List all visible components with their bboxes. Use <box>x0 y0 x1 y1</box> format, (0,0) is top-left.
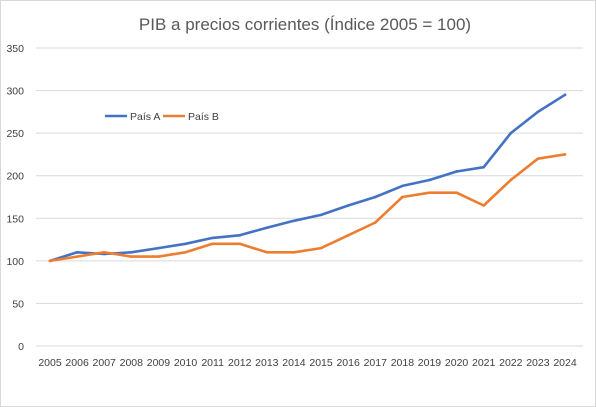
y-tick-label: 0 <box>18 341 24 353</box>
series-line-pais-b <box>48 153 567 263</box>
y-axis-tick-labels: 0 50 100 150 200 250 300 350 <box>6 43 24 353</box>
x-tick-label: 2005 <box>38 357 62 369</box>
data-point <box>373 195 377 199</box>
y-tick-label: 200 <box>6 171 24 183</box>
x-tick-label: 2020 <box>445 357 469 369</box>
data-point <box>75 255 79 258</box>
data-point <box>346 234 350 237</box>
data-point <box>373 221 377 224</box>
x-tick-label: 2015 <box>309 357 333 369</box>
data-point <box>48 259 52 263</box>
x-tick-label: 2011 <box>201 357 224 369</box>
y-tick-label: 100 <box>6 256 24 268</box>
x-tick-label: 2013 <box>255 357 279 369</box>
data-point <box>563 153 567 156</box>
x-tick-label: 2016 <box>336 357 360 369</box>
x-tick-label: 2023 <box>526 357 550 369</box>
data-point <box>238 242 242 246</box>
x-tick-label: 2024 <box>553 357 577 369</box>
data-point <box>130 255 133 258</box>
gridlines <box>36 47 583 347</box>
x-tick-label: 2017 <box>364 357 388 369</box>
x-tick-label: 2006 <box>65 357 89 369</box>
data-point <box>292 219 296 223</box>
data-point <box>130 251 133 254</box>
x-tick-label: 2019 <box>418 357 442 369</box>
y-tick-label: 350 <box>6 43 24 55</box>
data-point <box>319 246 323 250</box>
data-point <box>292 251 296 254</box>
data-point <box>346 204 350 207</box>
legend-label-pais-b: País B <box>188 111 219 123</box>
data-point <box>455 170 458 173</box>
data-point <box>319 213 323 217</box>
data-point <box>157 246 160 250</box>
legend-label-pais-a: País A <box>130 111 160 123</box>
x-tick-label: 2009 <box>147 357 171 369</box>
x-tick-label: 2010 <box>174 357 198 369</box>
data-point <box>184 242 187 246</box>
x-tick-label: 2008 <box>120 357 144 369</box>
y-tick-label: 50 <box>12 298 24 310</box>
x-tick-label: 2022 <box>499 357 523 369</box>
data-point <box>563 93 567 97</box>
x-tick-label: 2014 <box>282 357 306 369</box>
series-line-pais-a <box>48 93 567 263</box>
data-point <box>509 178 513 182</box>
data-point <box>238 234 242 237</box>
data-point <box>211 242 214 246</box>
data-point <box>482 165 485 169</box>
x-tick-label: 2012 <box>228 357 252 369</box>
data-point <box>509 131 513 135</box>
data-point <box>482 204 485 207</box>
data-point <box>102 251 106 254</box>
data-point <box>184 251 187 254</box>
data-point <box>401 184 404 188</box>
series-lines <box>48 93 567 263</box>
data-point <box>428 178 431 182</box>
x-axis-tick-labels: 2005 2006 2007 2008 2009 2010 2011 2012 2013 2014… <box>38 357 577 369</box>
data-point <box>265 251 269 254</box>
x-tick-label: 2018 <box>391 357 415 369</box>
data-point <box>536 110 540 114</box>
data-point <box>536 157 540 160</box>
data-point <box>428 191 431 195</box>
chart-title: PIB a precios corrientes (Índice 2005 = … <box>139 15 471 34</box>
data-point <box>75 251 79 254</box>
data-point <box>157 255 160 258</box>
y-tick-label: 300 <box>6 86 24 98</box>
data-point <box>265 226 269 229</box>
x-tick-label: 2021 <box>472 357 496 369</box>
y-tick-label: 250 <box>6 128 24 140</box>
data-point <box>211 236 214 240</box>
data-point <box>455 191 458 195</box>
y-tick-label: 150 <box>6 213 24 225</box>
x-tick-label: 2007 <box>93 357 117 369</box>
legend: País A País B <box>105 111 219 123</box>
data-point <box>401 195 404 199</box>
